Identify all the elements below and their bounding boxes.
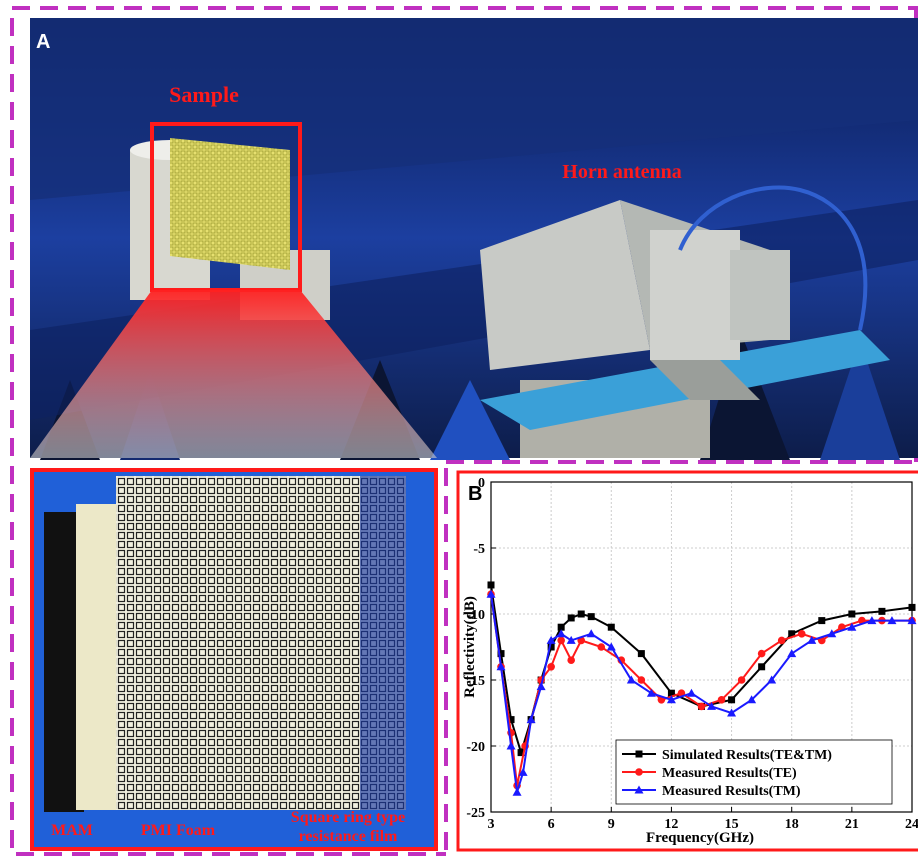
marker xyxy=(738,676,746,684)
y-tick-label: -10 xyxy=(466,608,485,623)
marker xyxy=(909,604,916,611)
marker xyxy=(798,630,806,638)
marker xyxy=(758,663,765,670)
marker xyxy=(758,650,766,658)
marker xyxy=(578,611,585,618)
legend-label: Simulated Results(TE&TM) xyxy=(662,748,832,763)
marker xyxy=(878,608,885,615)
marker xyxy=(547,663,555,671)
marker xyxy=(597,643,605,651)
legend-label: Measured Results(TM) xyxy=(662,784,801,799)
marker xyxy=(557,637,565,645)
marker xyxy=(568,614,575,621)
panel-label: A xyxy=(36,31,50,53)
photo-a xyxy=(30,18,918,460)
marker xyxy=(567,656,575,664)
y-tick-label: -25 xyxy=(466,806,485,821)
annotation: resistance film xyxy=(299,828,398,845)
annotation: Horn antenna xyxy=(562,161,681,183)
marker xyxy=(718,696,726,704)
y-tick-label: -15 xyxy=(466,674,485,689)
x-tick-label: 15 xyxy=(725,817,739,832)
annotation: MAM xyxy=(51,822,93,839)
x-tick-label: 18 xyxy=(785,817,799,832)
figure: A Sample Horn antenna MAM PMI Foam Squar… xyxy=(0,0,918,856)
x-tick-label: 12 xyxy=(664,817,678,832)
annotation: PMI Foam xyxy=(141,822,216,839)
marker xyxy=(818,617,825,624)
marker xyxy=(778,637,786,645)
annotation: Sample xyxy=(169,82,239,107)
page: {"panel_a":{"label":"A","sample_label":"… xyxy=(0,0,918,856)
x-tick-label: 21 xyxy=(845,817,859,832)
y-tick-label: 0 xyxy=(478,476,485,491)
marker xyxy=(638,676,646,684)
y-tick-label: -20 xyxy=(466,740,485,755)
legend-label: Measured Results(TE) xyxy=(662,766,797,781)
marker xyxy=(698,703,706,711)
x-tick-label: 6 xyxy=(548,817,555,832)
legend-marker xyxy=(635,768,643,776)
x-tick-label: 9 xyxy=(608,817,615,832)
marker xyxy=(638,650,645,657)
annotation: Square ring type xyxy=(291,809,405,826)
marker xyxy=(588,613,595,620)
marker xyxy=(848,611,855,618)
marker xyxy=(608,624,615,631)
x-tick-label: 3 xyxy=(488,817,495,832)
x-axis-label: Frequency(GHz) xyxy=(646,830,754,846)
marker xyxy=(728,696,735,703)
x-tick-label: 24 xyxy=(905,817,918,832)
marker xyxy=(488,581,495,588)
y-tick-label: -5 xyxy=(473,542,485,557)
photo-inset xyxy=(32,470,436,849)
legend-marker xyxy=(636,751,643,758)
